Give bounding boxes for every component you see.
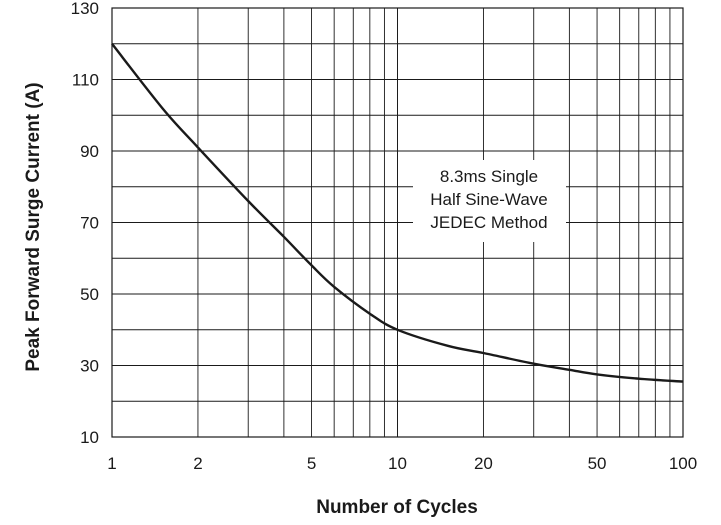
x-axis-title: Number of Cycles — [316, 497, 478, 518]
x-tick-label: 2 — [193, 454, 202, 473]
y-tick-label: 130 — [71, 0, 99, 18]
annotation-box — [413, 160, 566, 242]
vertical-gridlines — [197, 8, 671, 437]
x-axis-tick-labels: 1 2 5 10 20 50 100 — [107, 454, 697, 473]
x-tick-label: 20 — [474, 454, 493, 473]
y-tick-label: 90 — [80, 142, 99, 161]
y-tick-label: 50 — [80, 285, 99, 304]
x-tick-label: 5 — [307, 454, 316, 473]
series-line-surge-current — [111, 43, 684, 383]
x-tick-label: 1 — [107, 454, 116, 473]
annotation-text: 8.3ms Single Half Sine-Wave JEDEC Method — [430, 167, 547, 232]
x-tick-label: 10 — [388, 454, 407, 473]
y-axis-title: Peak Forward Surge Current (A) — [23, 82, 44, 371]
x-tick-label: 100 — [669, 454, 697, 473]
y-axis-tick-labels: 10 30 50 70 90 110 130 — [71, 0, 99, 447]
annotation-line: 8.3ms Single — [440, 167, 538, 186]
y-tick-label: 110 — [72, 71, 99, 90]
y-tick-label: 30 — [80, 357, 99, 376]
plot-frame — [111, 7, 684, 438]
y-tick-label: 10 — [80, 428, 99, 447]
y-tick-label: 70 — [80, 214, 99, 233]
annotation-line: Half Sine-Wave — [430, 190, 547, 209]
annotation-line: JEDEC Method — [430, 213, 547, 232]
x-tick-label: 50 — [588, 454, 607, 473]
